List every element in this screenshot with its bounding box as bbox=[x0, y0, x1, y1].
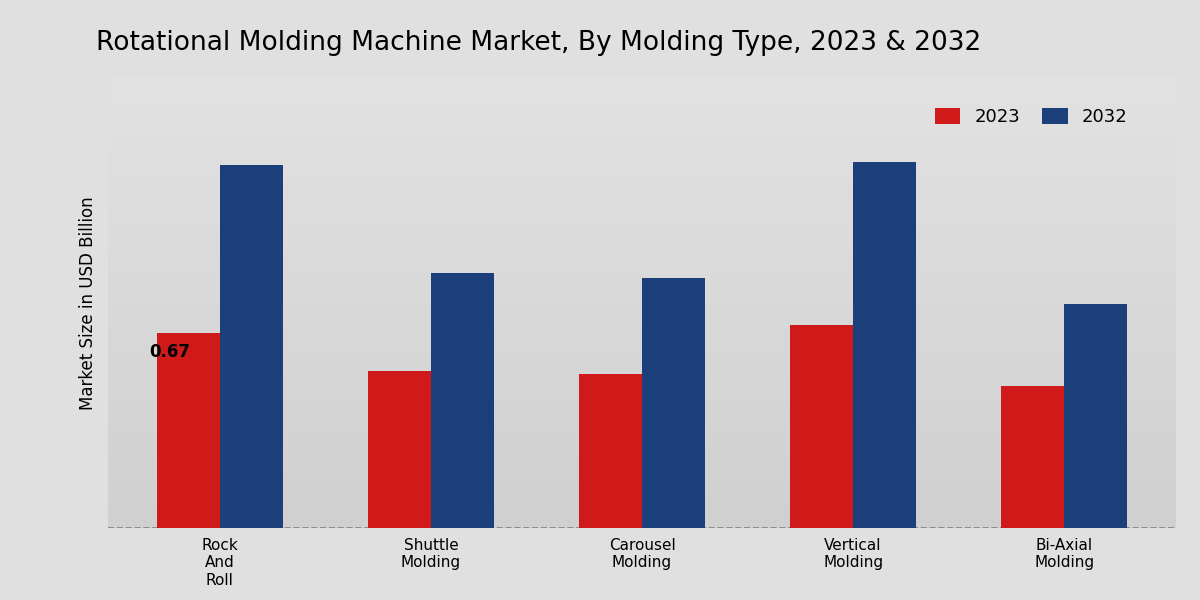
Bar bbox=[1001, 386, 1064, 528]
Text: 0.67: 0.67 bbox=[149, 343, 190, 361]
Bar bbox=[790, 325, 853, 528]
Bar bbox=[1064, 304, 1128, 528]
Bar bbox=[367, 371, 431, 528]
Bar bbox=[431, 272, 494, 528]
Bar bbox=[220, 165, 283, 528]
Bar bbox=[156, 334, 220, 528]
Bar bbox=[578, 374, 642, 528]
Y-axis label: Market Size in USD Billion: Market Size in USD Billion bbox=[79, 196, 97, 410]
Bar bbox=[642, 278, 706, 528]
Text: Rotational Molding Machine Market, By Molding Type, 2023 & 2032: Rotational Molding Machine Market, By Mo… bbox=[96, 30, 982, 56]
Bar bbox=[853, 162, 917, 528]
Legend: 2023, 2032: 2023, 2032 bbox=[928, 101, 1135, 133]
